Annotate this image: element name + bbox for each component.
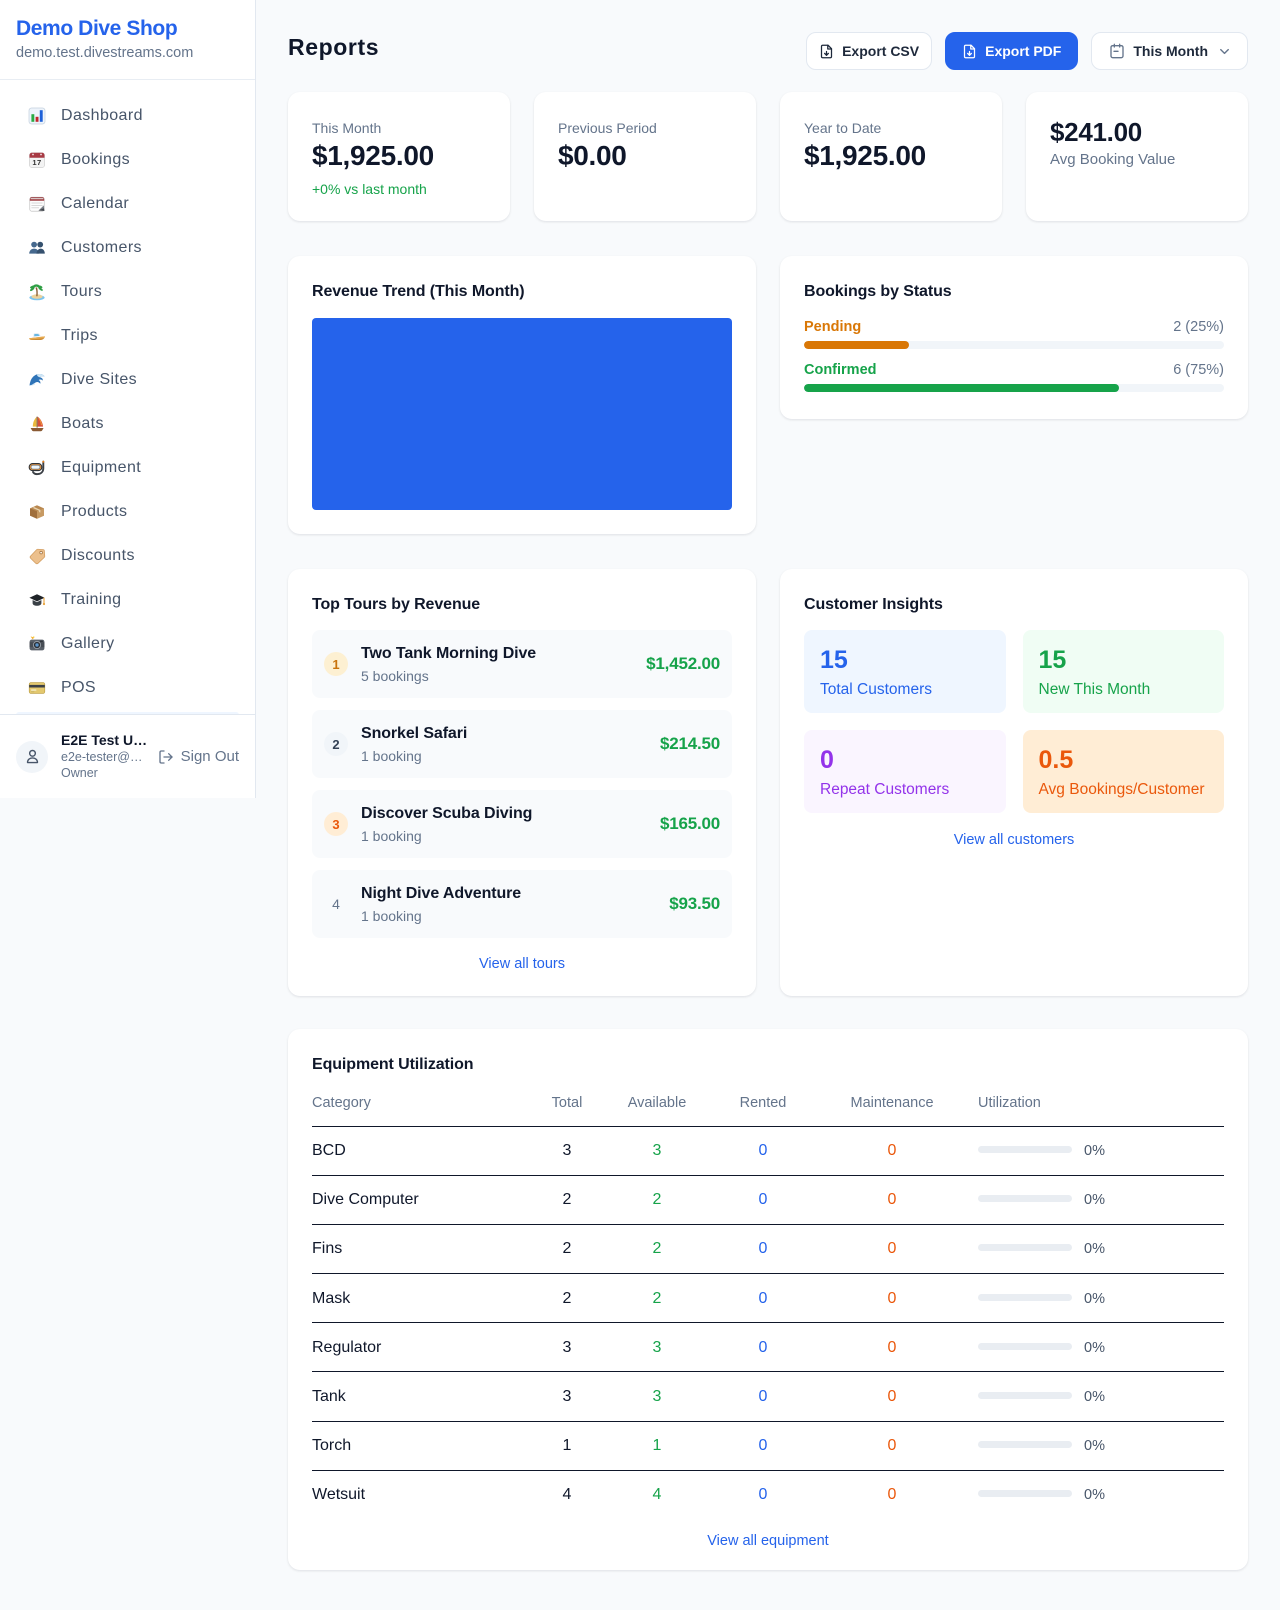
svg-text:17: 17 xyxy=(32,158,41,167)
